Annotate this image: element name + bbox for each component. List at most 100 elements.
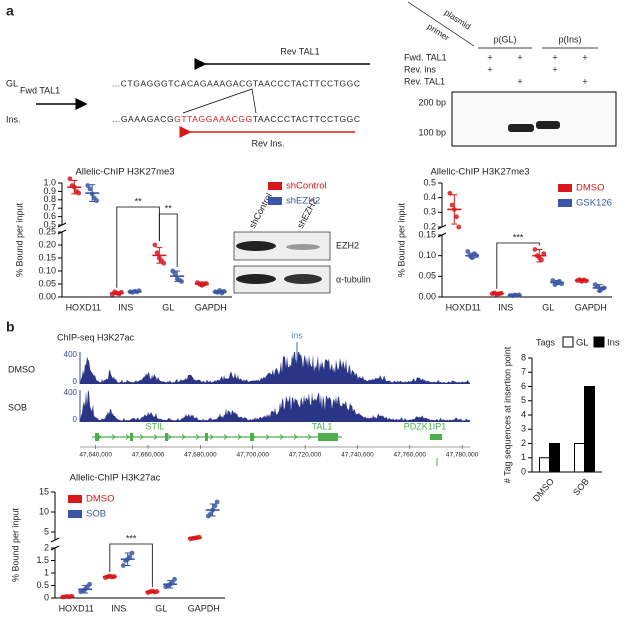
x-tick-label: GAPDH bbox=[195, 302, 227, 312]
legend-swatch bbox=[268, 197, 282, 205]
blot-band bbox=[236, 241, 276, 251]
y-tick-label: 0.2 bbox=[423, 221, 436, 231]
y-tick-label: 2 bbox=[521, 438, 526, 448]
y-axis-label: # Tag sequences at insertion point bbox=[502, 346, 512, 483]
coord-label: 47,680,000 bbox=[184, 452, 217, 459]
legend-label: GL bbox=[576, 338, 589, 349]
gene-arrow bbox=[293, 434, 298, 440]
fwd-label: Fwd TAL1 bbox=[20, 85, 60, 95]
primer-mark: + bbox=[517, 52, 522, 62]
sample-label: DMSO bbox=[8, 364, 35, 374]
bar bbox=[549, 443, 560, 473]
seq-part: TAACCCTACTTCCTGGC bbox=[253, 114, 360, 124]
scale-label: 400 bbox=[64, 388, 78, 397]
coord-label: 47,740,000 bbox=[341, 452, 374, 459]
panel-label: a bbox=[6, 3, 14, 19]
legend-label: GSK126 bbox=[576, 198, 612, 209]
y-tick-label: 0.25 bbox=[38, 226, 56, 236]
gene-arrow bbox=[279, 434, 284, 440]
y-tick-label: 15 bbox=[39, 486, 49, 496]
primer-label: Rev. ins bbox=[404, 64, 436, 74]
y-tick-label: 0.00 bbox=[38, 291, 56, 301]
y-tick-label: 1 bbox=[44, 567, 49, 577]
blot-band bbox=[286, 244, 320, 250]
x-tick-label: GL bbox=[162, 302, 174, 312]
data-point bbox=[67, 176, 73, 182]
data-point bbox=[214, 499, 220, 505]
gene-arrow bbox=[195, 434, 200, 440]
y-tick-label: 0.00 bbox=[418, 291, 436, 301]
protein-label: EZH2 bbox=[336, 240, 359, 250]
blot-band bbox=[236, 274, 276, 284]
ladder-label: 200 bp bbox=[418, 97, 446, 107]
plasmid-label: p(Ins) bbox=[558, 34, 581, 44]
coverage bbox=[80, 352, 470, 384]
primer-mark: + bbox=[552, 52, 557, 62]
coord-label: 47,660,000 bbox=[132, 452, 165, 459]
primer-mark: + bbox=[487, 64, 492, 74]
rev-ins-label: Rev Ins. bbox=[251, 138, 284, 148]
x-tick-label: SOB bbox=[571, 476, 591, 497]
y-tick-label: 0.9 bbox=[43, 186, 56, 196]
rev-label: Rev TAL1 bbox=[280, 46, 319, 56]
gene-arrow bbox=[307, 434, 312, 440]
gene-label: TAL1 bbox=[312, 421, 333, 431]
exon bbox=[95, 433, 99, 441]
y-tick-label: 0.5 bbox=[423, 177, 436, 187]
gel-diagonal bbox=[407, 1, 475, 47]
y-axis-label: % Bound per input bbox=[10, 507, 20, 582]
data-point bbox=[154, 250, 160, 256]
data-point bbox=[208, 511, 213, 517]
legend-swatch bbox=[558, 199, 572, 207]
legend-label: SOB bbox=[86, 509, 106, 520]
y-tick-label: 0 bbox=[44, 592, 49, 602]
data-point bbox=[76, 190, 82, 196]
scale-label: 0 bbox=[73, 377, 78, 386]
x-tick-label: GAPDH bbox=[575, 302, 607, 312]
data-point bbox=[120, 563, 126, 568]
blot-band bbox=[284, 274, 322, 284]
coord-label: 47,720,000 bbox=[289, 452, 322, 459]
data-point bbox=[212, 503, 218, 509]
legend-swatch bbox=[68, 495, 82, 503]
data-point bbox=[87, 186, 93, 192]
gene-arrow bbox=[237, 434, 242, 440]
gel-band bbox=[508, 124, 534, 132]
y-tick-label: 4 bbox=[521, 409, 526, 419]
significance-label: ** bbox=[135, 196, 143, 206]
data-point bbox=[172, 271, 178, 276]
gene-arrow bbox=[153, 434, 158, 440]
significance-bracket bbox=[158, 213, 178, 267]
legend-label: DMSO bbox=[576, 183, 605, 194]
coord-label: 47,780,000 bbox=[446, 452, 479, 459]
gene-arrow bbox=[125, 434, 130, 440]
x-tick-label: DMSO bbox=[531, 476, 556, 503]
x-tick-label: INS bbox=[118, 302, 133, 312]
y-tick-label: 0.15 bbox=[418, 229, 436, 239]
y-tick-label: 5 bbox=[44, 526, 49, 536]
bar bbox=[584, 386, 595, 473]
y-tick-label: 0.10 bbox=[38, 265, 56, 275]
gene-arrow bbox=[139, 434, 144, 440]
significance-bracket bbox=[109, 543, 153, 587]
y-tick-label: 0.6 bbox=[43, 211, 56, 221]
y-tick-label: 1.5 bbox=[36, 555, 49, 565]
significance-label: ** bbox=[165, 203, 173, 213]
primer-mark: + bbox=[582, 52, 587, 62]
primer-mark: + bbox=[582, 76, 587, 86]
significance-bracket bbox=[496, 242, 540, 289]
data-point bbox=[129, 550, 135, 556]
y-tick-label: 5 bbox=[521, 395, 526, 405]
legend-title: Tags bbox=[536, 337, 556, 347]
ins-label: Ins. bbox=[6, 114, 21, 124]
x-tick-label: INS bbox=[498, 302, 513, 312]
panel-label: b bbox=[6, 319, 15, 335]
x-tick-label: HOXD11 bbox=[446, 302, 481, 312]
x-tick-label: INS bbox=[111, 603, 126, 613]
primer-mark: + bbox=[487, 52, 492, 62]
track-title: ChIP-seq H3K27ac bbox=[57, 332, 135, 342]
legend-swatch bbox=[562, 336, 574, 348]
coverage bbox=[80, 390, 470, 422]
data-point bbox=[127, 554, 133, 560]
significance-label: *** bbox=[513, 232, 524, 242]
